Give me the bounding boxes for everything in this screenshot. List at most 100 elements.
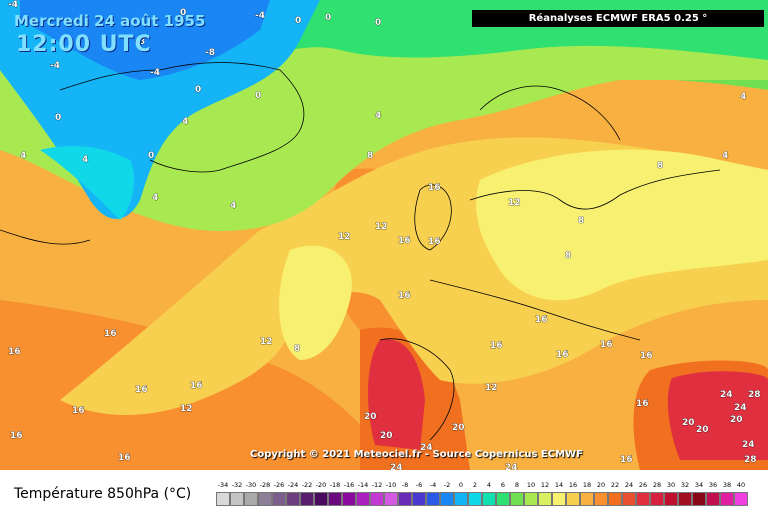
legend-swatch	[440, 492, 454, 506]
legend-swatch	[244, 492, 258, 506]
contour-label: 20	[452, 423, 465, 433]
contour-label: 16	[72, 406, 85, 416]
legend-swatch	[608, 492, 622, 506]
contour-labels: -4 -8 -8 -4 -4 -4 0 0 0 0 0 0 0 0 4 4 4 …	[8, 0, 761, 470]
legend-tick-label: 22	[610, 481, 620, 489]
contour-label: 20	[380, 431, 393, 441]
contour-label: 4	[20, 151, 26, 161]
legend-swatch	[524, 492, 538, 506]
contour-label: 16	[490, 341, 503, 351]
legend-swatch	[356, 492, 370, 506]
contour-label: 24	[734, 403, 747, 413]
contour-label: 0	[375, 18, 381, 28]
legend-swatch	[454, 492, 468, 506]
legend-tick-label: -18	[329, 481, 341, 489]
legend-swatch	[636, 492, 650, 506]
contour-label: 16	[135, 385, 148, 395]
legend-swatch	[230, 492, 244, 506]
legend-swatch	[706, 492, 720, 506]
contour-label: 16	[620, 455, 633, 465]
legend-tick-label: 18	[582, 481, 592, 489]
legend-tick-label: 24	[624, 481, 634, 489]
legend-swatch	[398, 492, 412, 506]
contour-label: -4	[8, 0, 18, 10]
legend-tick-label: -20	[315, 481, 327, 489]
contour-label: 8	[367, 151, 373, 161]
contour-label: 12	[260, 337, 273, 347]
legend-tick-label: -24	[287, 481, 299, 489]
contour-label: 0	[325, 13, 331, 23]
legend-swatch	[468, 492, 482, 506]
legend-swatch	[314, 492, 328, 506]
legend-tick-label: 26	[638, 481, 648, 489]
contour-label: 8	[578, 216, 584, 226]
contour-label: -8	[135, 37, 145, 47]
contour-label: 8	[565, 251, 571, 261]
contour-label: 24	[720, 390, 733, 400]
contour-label: 16	[636, 399, 649, 409]
legend-tick-label: -14	[357, 481, 369, 489]
copyright-label: Copyright © 2021 Meteociel.fr - Source C…	[250, 449, 583, 460]
zone-24-east	[667, 371, 768, 460]
contour-label: 12	[508, 198, 521, 208]
legend-tick-label: 14	[554, 481, 564, 489]
legend-swatch	[692, 492, 706, 506]
contour-label: 16	[10, 431, 23, 441]
legend-tick-label: -4	[429, 481, 437, 489]
legend-swatch	[342, 492, 356, 506]
contour-label: 16	[640, 351, 653, 361]
legend-swatch	[720, 492, 734, 506]
legend-tick-label: -6	[415, 481, 423, 489]
legend-tick-label: 30	[666, 481, 676, 489]
legend-tick-label: -12	[371, 481, 383, 489]
contour-label: 12	[375, 222, 388, 232]
contour-label: -4	[255, 11, 265, 21]
contour-label: 16	[428, 237, 441, 247]
contour-label: 24	[390, 463, 403, 470]
legend-tick-label: -16	[343, 481, 355, 489]
contour-label: 0	[180, 8, 186, 18]
legend-tick-label: -2	[443, 481, 451, 489]
zone-minus8	[20, 0, 270, 80]
legend-swatch	[496, 492, 510, 506]
legend-swatch	[426, 492, 440, 506]
contour-label: 4	[182, 117, 188, 127]
legend-swatch	[594, 492, 608, 506]
source-label: Réanalyses ECMWF ERA5 0.25 °	[472, 10, 764, 27]
legend-tick-label: 6	[500, 481, 506, 489]
legend-tick-label: 40	[736, 481, 746, 489]
contour-label: 24	[420, 443, 433, 453]
map-canvas: -4 -8 -8 -4 -4 -4 0 0 0 0 0 0 0 0 4 4 4 …	[0, 0, 768, 470]
legend-swatch	[216, 492, 230, 506]
legend-tick-label: 16	[568, 481, 578, 489]
legend-swatch	[328, 492, 342, 506]
contour-label: 20	[682, 418, 695, 428]
contour-label: 16	[118, 453, 131, 463]
contour-label: 16	[190, 381, 203, 391]
legend-tick-label: 0	[458, 481, 464, 489]
contour-label: 24	[742, 440, 755, 450]
coastlines	[0, 62, 721, 441]
legend-tick-label: 38	[722, 481, 732, 489]
contour-label: 4	[740, 92, 746, 102]
legend-swatch	[482, 492, 496, 506]
legend-swatch	[664, 492, 678, 506]
contour-label: -4	[150, 68, 160, 78]
contour-label: 4	[82, 155, 88, 165]
contour-label: 24	[505, 463, 518, 470]
contour-label: 20	[730, 415, 743, 425]
legend-swatch	[566, 492, 580, 506]
legend-title: Température 850hPa (°C)	[14, 486, 192, 502]
date-label: Mercredi 24 août 1955	[14, 12, 206, 30]
contour-label: 16	[398, 236, 411, 246]
legend-tick-label: 10	[526, 481, 536, 489]
contour-label: 20	[364, 412, 377, 422]
legend-tick-label: -22	[301, 481, 313, 489]
contour-label: 20	[696, 425, 709, 435]
temperature-map: -4 -8 -8 -4 -4 -4 0 0 0 0 0 0 0 0 4 4 4 …	[0, 0, 768, 470]
legend-tick-label: 34	[694, 481, 704, 489]
legend-swatch	[622, 492, 636, 506]
contour-label: 4	[152, 193, 158, 203]
contour-label: 12	[338, 232, 351, 242]
legend-tick-label: 36	[708, 481, 718, 489]
